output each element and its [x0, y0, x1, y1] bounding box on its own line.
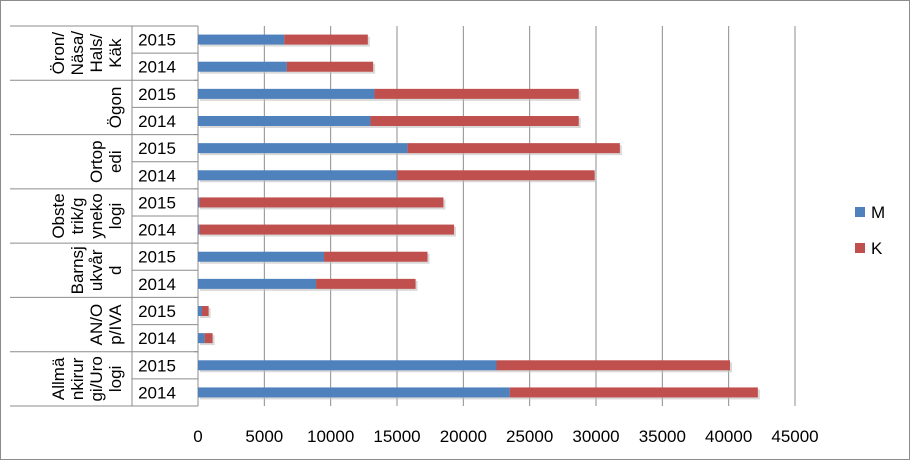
group-label-line: Hals/ — [87, 34, 106, 73]
year-label: 2014 — [138, 383, 176, 402]
group-label-line: Öron/ — [49, 32, 68, 75]
year-label: 2014 — [138, 221, 176, 240]
group-label-line: ukvår — [87, 249, 106, 291]
bar-M-2014 — [198, 224, 200, 235]
group-label-line: logi — [106, 366, 125, 392]
group-label-line: d — [106, 266, 125, 275]
bar-K-2015 — [201, 306, 209, 316]
x-tick-label: 30000 — [572, 427, 619, 446]
bar-M-2015 — [198, 88, 375, 99]
year-label: 2015 — [138, 248, 176, 267]
bar-M-2014 — [198, 170, 397, 181]
group-label-line: gi/Uro — [87, 356, 106, 401]
bar-M-2014 — [198, 387, 510, 398]
x-tick-label: 45000 — [771, 427, 818, 446]
bar-K-2014 — [509, 387, 758, 398]
year-label: 2015 — [138, 139, 176, 158]
bar-M-2014 — [198, 116, 371, 126]
group-label-line: Ögon — [106, 87, 125, 129]
group-label-line: Näsa/ — [68, 31, 87, 76]
group-label-line: logi — [106, 203, 125, 229]
x-tick-label: 25000 — [506, 427, 553, 446]
bar-M-2014 — [198, 333, 205, 344]
bar-K-2015 — [407, 143, 620, 154]
year-label: 2015 — [138, 193, 176, 212]
x-tick-label: 15000 — [373, 427, 420, 446]
bar-K-2014 — [199, 224, 455, 235]
x-tick-label: 20000 — [440, 427, 487, 446]
legend-swatch-K — [855, 243, 865, 253]
bar-M-2015 — [198, 251, 325, 262]
group-label-line: Barnsj — [68, 246, 87, 294]
year-label: 2015 — [138, 356, 176, 375]
group-label-line: Ortop — [87, 140, 106, 183]
bar-M-2015 — [198, 197, 200, 208]
group-label-line: nkirur — [68, 357, 87, 400]
year-label: 2015 — [138, 31, 176, 50]
bar-K-2014 — [204, 333, 213, 344]
bar-K-2015 — [284, 34, 368, 45]
group-label-line: trik/g — [68, 198, 87, 235]
year-label: 2015 — [138, 85, 176, 104]
group-label: Ortopedi — [87, 140, 125, 183]
year-label: 2015 — [138, 302, 176, 321]
bar-K-2015 — [199, 197, 444, 208]
bar-M-2015 — [198, 306, 202, 316]
bar-K-2014 — [316, 278, 416, 289]
year-label: 2014 — [138, 166, 176, 185]
bar-M-2015 — [198, 360, 497, 371]
group-label: Barnsjukvård — [68, 246, 125, 294]
year-label: 2014 — [138, 275, 176, 294]
group-label-line: p/IVA — [106, 304, 125, 345]
bar-M-2015 — [198, 34, 285, 45]
group-label: Obstetrik/gynekologi — [49, 193, 125, 238]
bar-K-2014 — [397, 170, 595, 181]
x-tick-label: 0 — [193, 427, 202, 446]
x-tick-label: 35000 — [639, 427, 686, 446]
bar-K-2015 — [374, 88, 579, 99]
group-label: Ögon — [106, 87, 125, 129]
group-label-line: Käk — [106, 38, 125, 68]
group-label-line: yneko — [87, 193, 106, 238]
legend-swatch-M — [855, 207, 865, 217]
year-label: 2014 — [138, 112, 176, 131]
x-tick-label: 5000 — [245, 427, 283, 446]
bar-K-2015 — [496, 360, 730, 371]
bar-K-2015 — [324, 251, 428, 262]
year-label: 2014 — [138, 58, 176, 77]
group-label: AN/Op/IVA — [87, 304, 125, 346]
legend-label-M: M — [871, 203, 885, 222]
group-label-line: Obste — [49, 193, 68, 238]
group-label-line: edi — [106, 150, 125, 173]
group-label-line: Allmä — [49, 357, 68, 400]
bar-K-2014 — [286, 61, 374, 72]
year-label: 2014 — [138, 329, 176, 348]
group-label: Öron/Näsa/Hals/Käk — [49, 31, 125, 76]
x-tick-label: 40000 — [705, 427, 752, 446]
group-label: Allmänkirurgi/Urologi — [49, 356, 125, 401]
legend-label-K: K — [871, 239, 883, 258]
bar-K-2014 — [370, 116, 579, 126]
x-tick-label: 10000 — [307, 427, 354, 446]
bar-M-2014 — [198, 61, 287, 72]
group-label-line: AN/O — [87, 304, 106, 346]
bar-M-2015 — [198, 143, 408, 154]
bar-M-2014 — [198, 278, 317, 289]
